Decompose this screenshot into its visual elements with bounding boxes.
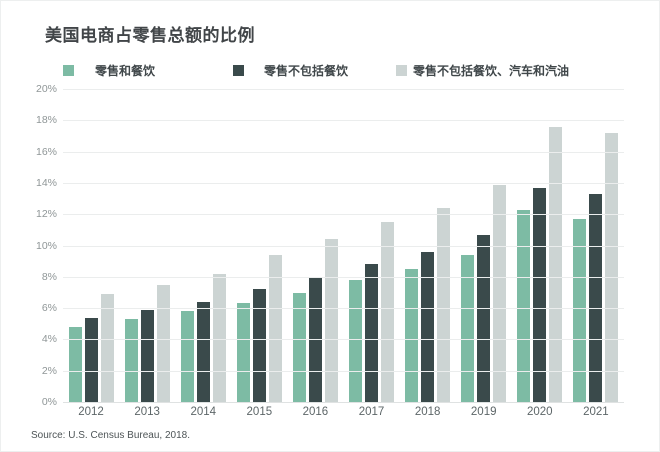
legend-label: 零售和餐饮 xyxy=(95,64,156,78)
x-tick-label: 2019 xyxy=(470,406,497,418)
plot-area xyxy=(63,89,624,403)
legend-swatch-icon xyxy=(63,65,74,76)
gridline xyxy=(63,339,624,341)
bar-2012 xyxy=(68,326,82,402)
x-tick-label: 2014 xyxy=(190,406,217,418)
bar-2017 xyxy=(349,279,363,402)
bar-2020 xyxy=(517,209,531,402)
legend-label: 零售不包括餐饮 xyxy=(264,64,349,78)
gridline xyxy=(63,182,624,184)
bar-2014 xyxy=(212,273,226,402)
bar-group-2015 xyxy=(231,89,287,402)
legend-item: 零售不包括餐饮、汽车和汽油 xyxy=(396,62,569,79)
bar-2019 xyxy=(477,234,491,402)
legend: 零售和餐饮 零售不包括餐饮 零售不包括餐饮、汽车和汽油 xyxy=(1,62,659,79)
bar-group-2019 xyxy=(456,89,512,402)
bar-2014 xyxy=(196,301,210,402)
gridline xyxy=(63,89,624,90)
x-tick-label: 2017 xyxy=(358,406,385,418)
legend-swatch-icon xyxy=(396,65,407,76)
bar-2013 xyxy=(124,319,138,402)
chart-title: 美国电商占零售总额的比例 xyxy=(45,26,255,45)
y-tick-label: 2% xyxy=(41,364,57,377)
legend-label: 零售不包括餐饮、汽车和汽油 xyxy=(413,64,570,78)
bar-2016 xyxy=(292,292,306,402)
gridline xyxy=(63,151,624,153)
gridline xyxy=(63,402,624,403)
x-axis-labels: 2012 2013 2014 2015 2016 2017 2018 2019 2020 2021 xyxy=(63,406,624,418)
y-tick-label: 12% xyxy=(35,208,57,221)
bar-2021 xyxy=(605,132,619,402)
bar-2013 xyxy=(156,284,170,402)
bar-2017 xyxy=(381,222,395,402)
bar-2012 xyxy=(84,317,98,402)
y-axis-labels: 20% 18% 16% 14% 12% 10% 8% 6% 4% 2% 0% xyxy=(1,83,57,408)
x-tick-label: 2012 xyxy=(78,406,104,418)
legend-item: 零售和餐饮 xyxy=(63,62,155,79)
bar-group-2014 xyxy=(175,89,231,402)
y-tick-label: 0% xyxy=(41,396,57,408)
y-tick-label: 18% xyxy=(35,114,57,127)
y-tick-label: 20% xyxy=(35,83,57,95)
y-tick-label: 16% xyxy=(35,145,57,158)
legend-swatch-icon xyxy=(233,65,244,76)
bar-2018 xyxy=(421,251,435,402)
y-tick-label: 10% xyxy=(35,239,57,252)
bar-2018 xyxy=(437,207,451,402)
source-note: Source: U.S. Census Bureau, 2018. xyxy=(31,430,190,441)
bar-group-2020 xyxy=(512,89,568,402)
y-tick-label: 8% xyxy=(41,270,57,283)
bar-2020 xyxy=(533,187,547,402)
x-tick-label: 2016 xyxy=(302,406,329,418)
bar-2019 xyxy=(461,254,475,402)
bar-2017 xyxy=(365,264,379,402)
x-tick-label: 2018 xyxy=(414,406,441,418)
bar-2016 xyxy=(324,239,338,402)
bar-group-2012 xyxy=(63,89,119,402)
y-tick-label: 14% xyxy=(35,176,57,189)
y-tick-label: 6% xyxy=(41,302,57,315)
gridline xyxy=(63,370,624,372)
bar-2021 xyxy=(573,218,587,402)
bar-2014 xyxy=(180,311,194,402)
bar-2012 xyxy=(100,294,114,402)
x-tick-label: 2013 xyxy=(134,406,160,418)
x-tick-label: 2015 xyxy=(246,406,273,418)
gridline xyxy=(63,276,624,278)
bar-2015 xyxy=(236,303,250,402)
gridline xyxy=(63,308,624,310)
bar-2019 xyxy=(493,184,507,402)
bar-2015 xyxy=(252,289,266,402)
x-tick-label: 2020 xyxy=(527,406,553,418)
gridline xyxy=(63,120,624,122)
bar-2013 xyxy=(140,309,154,402)
bar-2020 xyxy=(549,126,563,402)
y-tick-label: 4% xyxy=(41,333,57,346)
gridline xyxy=(63,214,624,216)
bar-2015 xyxy=(268,254,282,402)
gridline xyxy=(63,245,624,247)
bar-group-2018 xyxy=(400,89,456,402)
x-tick-label: 2021 xyxy=(583,406,609,418)
legend-item: 零售不包括餐饮 xyxy=(233,62,348,79)
bar-2018 xyxy=(405,269,419,402)
